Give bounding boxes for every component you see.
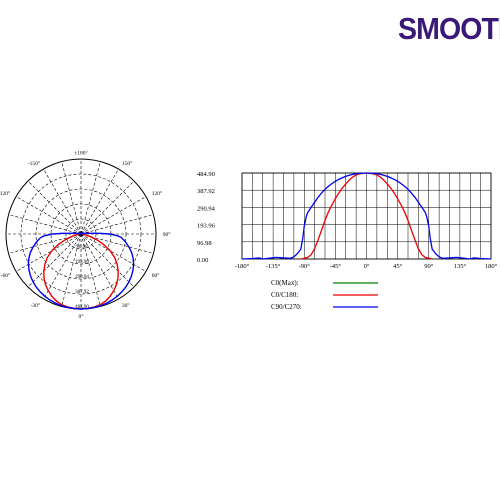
line-series-c90-c270 [241,172,492,260]
x-tick-label: 90° [424,263,434,270]
polar-spoke [43,233,82,300]
x-tick-label: -180° [235,263,250,270]
brand-logo: SMOOTH [398,11,500,46]
polar-spoke [8,214,82,235]
polar-spoke [80,233,135,288]
x-tick-label: 45° [393,263,403,270]
y-tick-label: 484.90 [197,171,215,178]
polar-angle-label: ±180° [74,149,87,156]
y-tick-label: 96.98 [197,240,212,247]
y-tick-label: 290.94 [197,205,216,212]
polar-spoke [27,180,82,235]
polar-spoke [80,168,119,235]
polar-spoke [61,233,82,307]
polar-angle-label: -120° [0,190,10,197]
polar-spoke [61,161,82,235]
x-tick-label: -45° [330,263,342,270]
legend-label: C0(Max): [271,279,299,287]
polar-spoke [80,196,147,235]
polar-angle-label: 60° [152,272,160,279]
polar-angle-label: -60° [1,272,11,279]
polar-spoke [80,233,147,272]
polar-spoke [15,233,82,272]
x-tick-label: -90° [299,263,311,270]
polar-spoke [80,233,119,300]
polar-radial-label: 193.96 [75,260,89,265]
polar-spoke [80,161,101,235]
polar-angle-label: 0° [79,313,84,320]
polar-spoke [80,180,135,235]
polar-angle-label: -30° [31,302,41,309]
polar-angle-label: 30° [122,302,130,309]
y-tick-label: 0.00 [197,257,208,264]
legend-label: C0/C180: [271,291,298,299]
polar-angle-label: 150° [122,160,132,167]
x-tick-label: 180° [485,263,498,270]
polar-spoke [43,168,82,235]
x-tick-label: 0° [364,263,370,270]
y-tick-label: 387.92 [197,188,215,195]
polar-spoke [80,214,154,235]
polar-radial-label: 290.94 [75,275,89,280]
legend-label: C90/C270: [271,303,302,311]
y-tick-label: 193.96 [197,223,216,230]
x-tick-label: -135° [266,263,281,270]
polar-spoke [80,233,101,307]
polar-series-c90-c270 [27,231,135,310]
polar-angle-label: 120° [152,190,162,197]
polar-spoke [27,233,82,288]
polar-radial-label: 387.92 [75,290,89,295]
x-tick-label: 135° [454,263,467,270]
polar-angle-label: -150° [28,160,40,167]
polar-radial-label: 484.90 [75,305,89,310]
polar-spoke [15,196,82,235]
polar-radial-label: 96.98 [76,245,88,250]
polar-angle-label: 90° [163,231,171,238]
